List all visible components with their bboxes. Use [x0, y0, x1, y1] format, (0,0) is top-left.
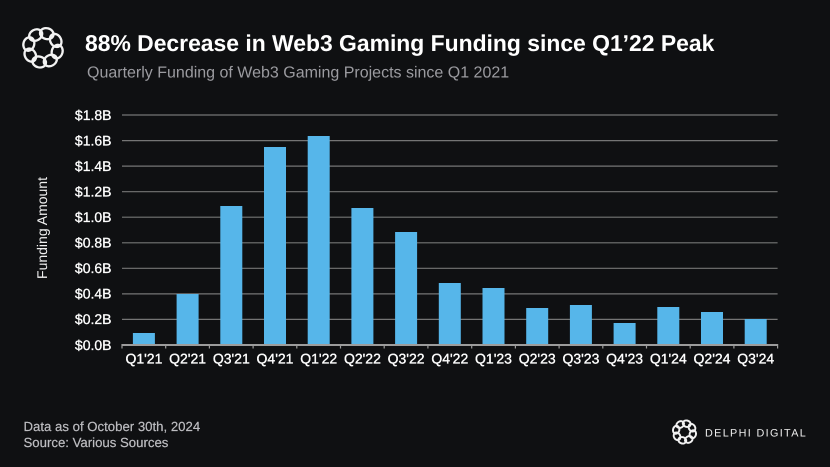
svg-text:Q4'23: Q4'23	[606, 351, 643, 367]
svg-text:Q3'23: Q3'23	[562, 351, 599, 367]
svg-text:$0.8B: $0.8B	[75, 235, 112, 251]
svg-text:Q1'23: Q1'23	[475, 351, 512, 367]
svg-text:Q1'21: Q1'21	[125, 351, 162, 367]
svg-text:$1.4B: $1.4B	[75, 158, 112, 174]
svg-text:Q3'22: Q3'22	[388, 351, 425, 367]
svg-text:Q2'21: Q2'21	[169, 351, 206, 367]
svg-text:$1.6B: $1.6B	[75, 132, 112, 148]
svg-text:$1.8B: $1.8B	[75, 107, 112, 123]
svg-text:$1.2B: $1.2B	[75, 184, 112, 200]
svg-text:Q1'22: Q1'22	[300, 351, 337, 367]
svg-text:Source: Various Sources: Source: Various Sources	[24, 435, 169, 450]
svg-text:$1.0B: $1.0B	[75, 209, 112, 225]
svg-text:Q3'24: Q3'24	[737, 351, 774, 367]
svg-text:DELPHI DIGITAL: DELPHI DIGITAL	[705, 428, 807, 440]
svg-text:$0.2B: $0.2B	[75, 311, 112, 327]
svg-text:Quarterly Funding of Web3 Gami: Quarterly Funding of Web3 Gaming Project…	[87, 65, 509, 82]
svg-text:Q1'24: Q1'24	[650, 351, 687, 367]
svg-text:$0.4B: $0.4B	[75, 286, 112, 302]
svg-text:Data as of October 30th, 2024: Data as of October 30th, 2024	[24, 419, 201, 434]
svg-text:Q4'22: Q4'22	[431, 351, 468, 367]
svg-text:Q2'22: Q2'22	[344, 351, 381, 367]
svg-text:$0.0B: $0.0B	[75, 337, 112, 353]
svg-text:Q2'23: Q2'23	[519, 351, 556, 367]
svg-text:88% Decrease in Web3 Gaming Fu: 88% Decrease in Web3 Gaming Funding sinc…	[85, 30, 715, 56]
svg-text:Q2'24: Q2'24	[694, 351, 731, 367]
svg-text:Funding Amount: Funding Amount	[34, 177, 50, 279]
svg-text:$0.6B: $0.6B	[75, 260, 112, 276]
svg-text:Q3'21: Q3'21	[213, 351, 250, 367]
svg-text:Q4'21: Q4'21	[257, 351, 294, 367]
